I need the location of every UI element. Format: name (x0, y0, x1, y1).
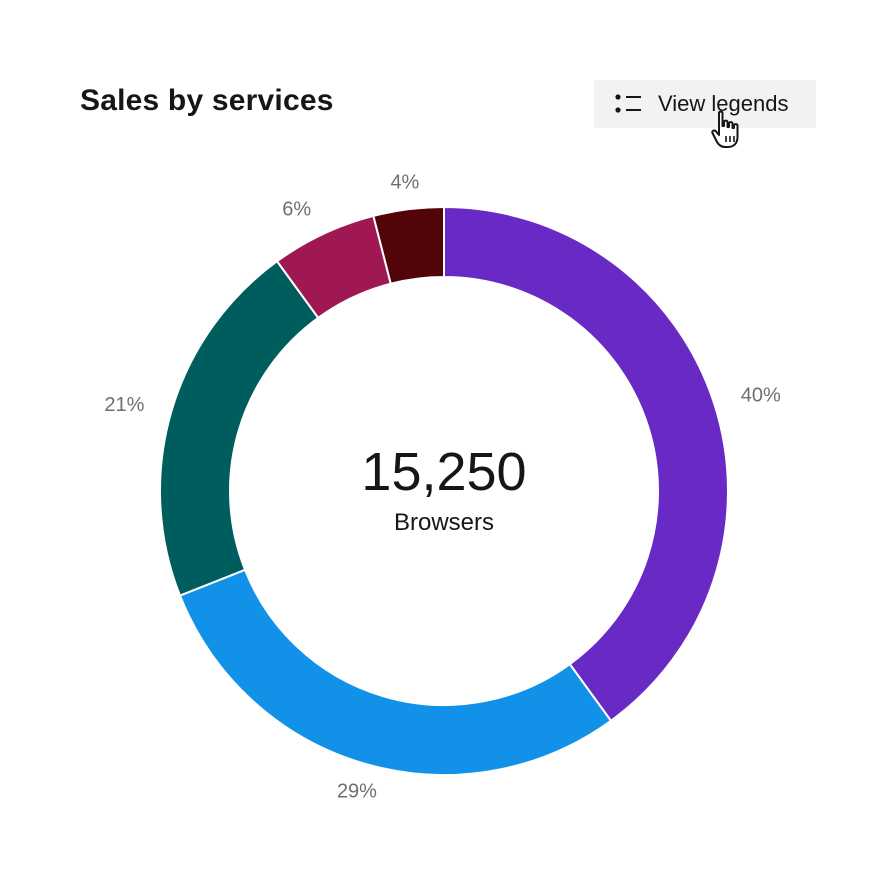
donut-slice[interactable] (372, 205, 445, 285)
donut-slice[interactable] (159, 259, 320, 597)
slice-percent-label: 4% (390, 171, 419, 193)
slice-percent-label: 29% (337, 781, 377, 803)
slice-percent-label: 21% (104, 394, 144, 416)
donut-slice[interactable] (178, 568, 613, 776)
slice-percent-label: 40% (741, 385, 781, 407)
center-label: Browsers (394, 509, 494, 536)
slice-percent-label: 6% (282, 199, 311, 221)
donut-slice[interactable] (443, 205, 729, 723)
pointer-hand-icon (711, 110, 739, 148)
chart-title: Sales by services (80, 84, 334, 117)
center-value: 15,250 (361, 442, 526, 502)
list-icon (615, 94, 641, 113)
view-legends-button[interactable]: View legends (594, 80, 816, 128)
